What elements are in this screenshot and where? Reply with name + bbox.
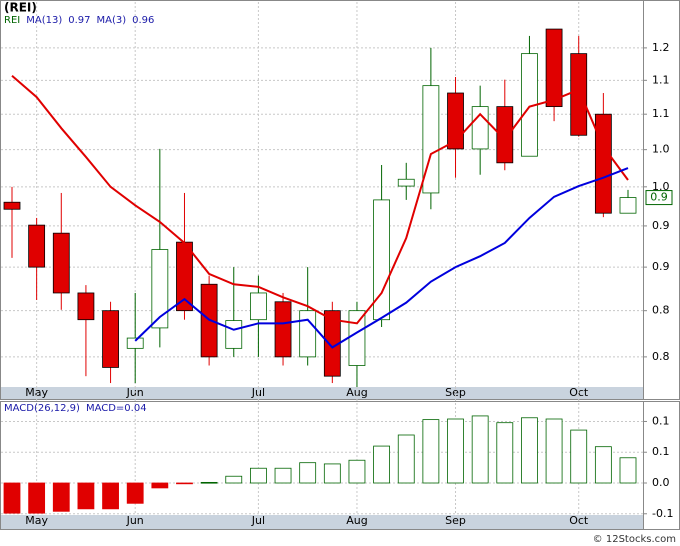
- macd-bar: [126, 482, 144, 504]
- macd-bar: [3, 482, 21, 514]
- x-tick-label: Sep: [445, 514, 466, 527]
- macd-bar: [52, 482, 70, 512]
- x-tick-label: Aug: [346, 514, 367, 527]
- moving-average-line: [134, 167, 629, 349]
- y-tick-label: -0.1: [652, 507, 673, 520]
- macd-bar: [619, 457, 637, 484]
- macd-bar: [348, 459, 366, 484]
- candle-body: [496, 106, 514, 164]
- candle-body: [52, 232, 70, 294]
- candle-body: [570, 53, 588, 136]
- y-tick-label: 1.0: [652, 180, 670, 193]
- macd-bar: [274, 467, 292, 484]
- candle-body: [447, 92, 464, 150]
- macd-bar: [77, 482, 95, 510]
- candle-body: [619, 197, 637, 214]
- y-tick-label: 1.1: [652, 107, 670, 120]
- macd-bar: [176, 482, 193, 485]
- moving-average-line: [11, 74, 629, 325]
- macd-bar: [151, 482, 169, 489]
- macd-bar: [521, 417, 538, 484]
- y-tick-label: 1.0: [652, 143, 670, 156]
- candle-body: [373, 199, 391, 321]
- chart-title: (REI): [4, 1, 37, 15]
- x-tick-label: Jun: [126, 514, 144, 527]
- macd-bar: [373, 445, 391, 484]
- candle-body: [151, 249, 169, 329]
- macd-bar: [397, 434, 415, 484]
- candle-body: [77, 292, 95, 321]
- y-tick-label: 0.8: [652, 350, 670, 363]
- legend-label: MACD=0.04: [86, 403, 147, 414]
- watermark: © 12Stocks.com: [593, 534, 676, 545]
- x-tick-label: Jul: [251, 514, 265, 527]
- y-tick-label: 0.8: [652, 304, 670, 317]
- legend-label: MACD(26,12,9): [4, 403, 80, 414]
- macd-bar: [447, 418, 464, 484]
- x-tick-label: May: [25, 514, 48, 527]
- candle-body: [299, 310, 317, 358]
- macd-bar: [102, 482, 119, 510]
- macd-bar: [471, 415, 489, 484]
- legend-label: 0.96: [132, 15, 154, 26]
- y-tick-label: 0.9: [652, 260, 670, 273]
- candle-body: [126, 337, 144, 349]
- macd-bar: [249, 467, 267, 484]
- candle-body: [594, 113, 612, 214]
- y-tick-label: 0.1: [652, 445, 670, 458]
- macd-bar: [200, 481, 218, 484]
- y-tick-label: 0.0: [652, 476, 670, 489]
- macd-bar: [323, 463, 341, 484]
- legend-label: MA(13): [26, 15, 62, 26]
- macd-bar: [545, 418, 563, 484]
- y-tick-label: 1.2: [652, 41, 670, 54]
- macd-bar: [594, 446, 612, 484]
- legend-label: 0.97: [68, 15, 90, 26]
- candle-body: [102, 310, 119, 368]
- legend-label: MA(3): [96, 15, 126, 26]
- macd-bar: [570, 429, 588, 484]
- macd-bar: [299, 462, 317, 484]
- candle-body: [545, 28, 563, 108]
- axis-strip: [1, 515, 643, 529]
- candle-body: [348, 310, 366, 366]
- candle-body: [225, 320, 243, 349]
- last-price-label: 0.9: [650, 191, 668, 204]
- candle-body: [3, 201, 21, 210]
- candle-body: [28, 224, 46, 268]
- y-tick-label: 1.1: [652, 73, 670, 86]
- x-tick-label: Oct: [569, 514, 589, 527]
- axis-strip: [1, 387, 643, 399]
- y-tick-label: 0.9: [652, 219, 670, 232]
- last-price-box: [645, 190, 673, 206]
- candle-body: [249, 292, 267, 321]
- candle-body: [422, 85, 440, 194]
- candle-body: [274, 301, 292, 358]
- y-tick-label: 0.1: [652, 414, 670, 427]
- candle-body: [397, 178, 415, 187]
- macd-bar: [28, 482, 46, 514]
- macd-bar: [496, 422, 514, 484]
- legend-label: REI: [4, 15, 20, 26]
- macd-bar: [225, 475, 243, 484]
- macd-bar: [422, 419, 440, 484]
